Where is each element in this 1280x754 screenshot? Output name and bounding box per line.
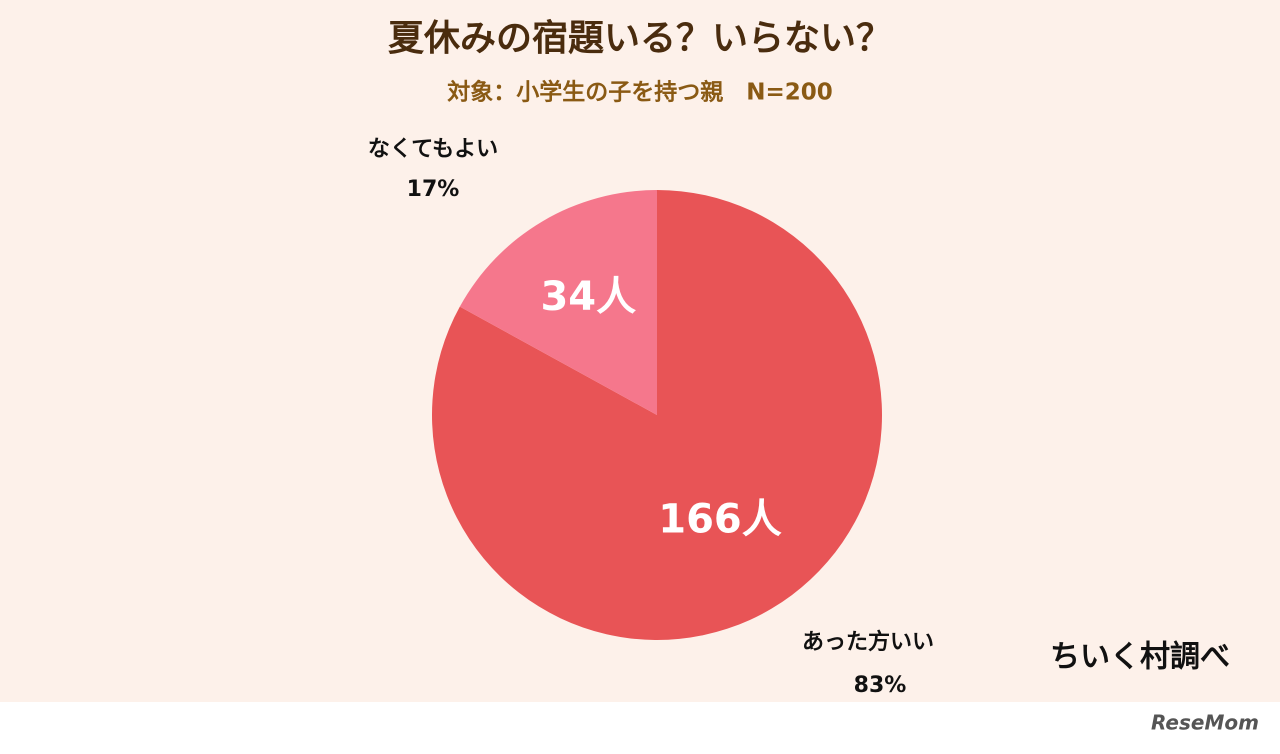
pie-slice [459, 190, 657, 415]
percent-label: 83% [854, 673, 907, 698]
chart-subtitle: 対象：小学生の子を持つ親 N=200 [447, 79, 833, 106]
value-label: 166人 [658, 497, 782, 543]
source: ちいく村調べ [1050, 640, 1230, 675]
category-label: あった方いい [802, 629, 934, 655]
watermark: ReseMom [1151, 711, 1259, 735]
percent-label: 17% [407, 177, 460, 202]
category-label: なくてもよい [368, 137, 498, 162]
pie-slice [432, 190, 883, 640]
chart-title: 夏休みの宿題いる？いらない？ [388, 18, 892, 59]
value-label: 34人 [540, 274, 636, 320]
